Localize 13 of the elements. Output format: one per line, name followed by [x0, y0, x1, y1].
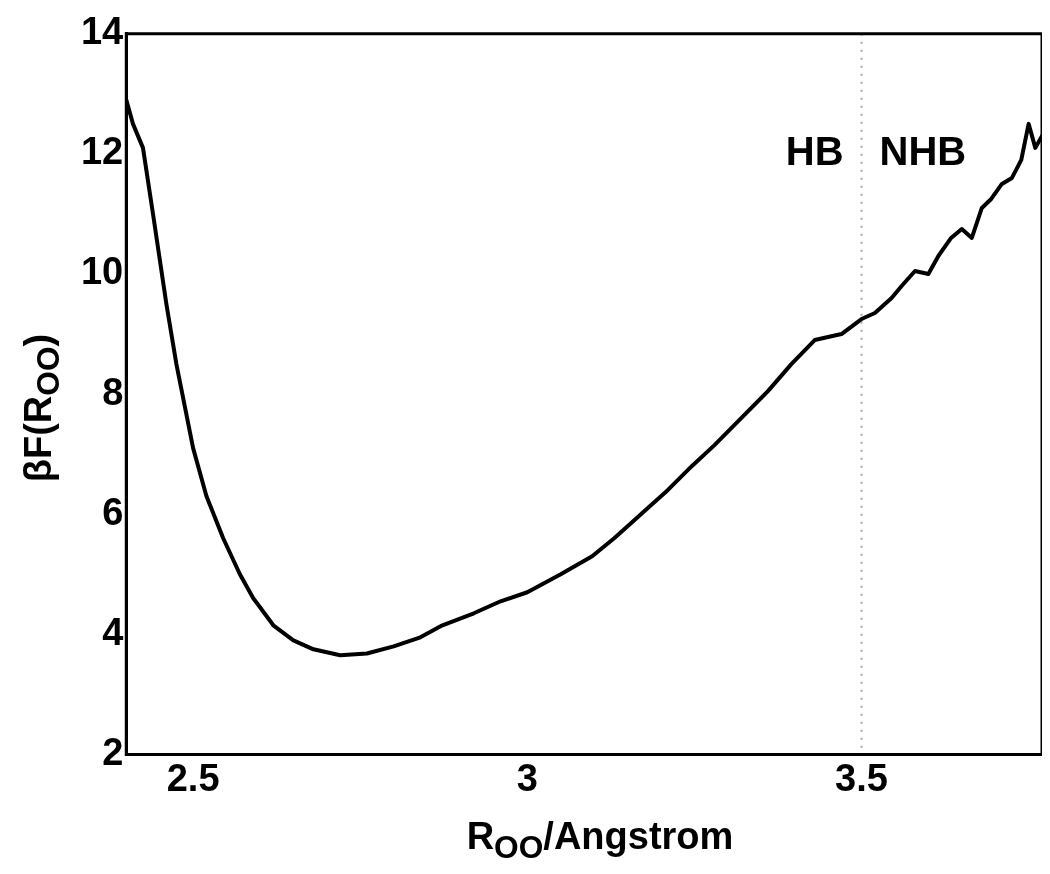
- y-tick-label: 4: [102, 610, 124, 653]
- x-axis-title: R$_{OO}$/Angstrom: [465, 815, 735, 866]
- annotation: HB: [785, 128, 844, 173]
- y-tick-label: 14: [80, 10, 124, 53]
- y-tick-label: 8: [102, 370, 124, 413]
- x-tick-label: 3.5: [835, 756, 888, 799]
- annotation: NHB: [879, 128, 967, 173]
- y-tick-label: 2: [102, 730, 124, 773]
- y-tick-label: 10: [80, 250, 124, 293]
- x-tick-label: 2.5: [166, 756, 220, 799]
- x-tick-label: 3: [516, 756, 538, 799]
- y-tick-label: 6: [102, 490, 124, 533]
- y-tick-label: 12: [80, 130, 124, 173]
